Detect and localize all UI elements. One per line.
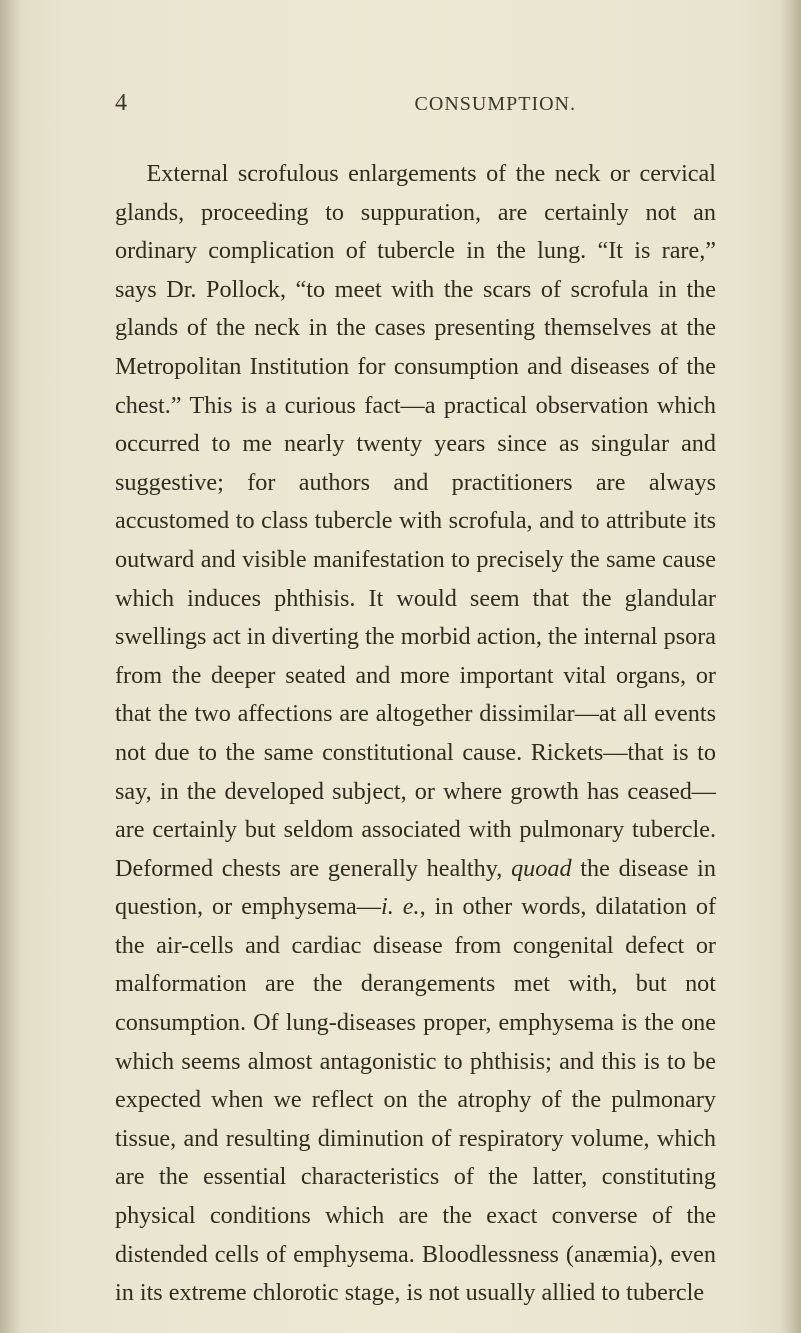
body-paragraph: External scrofulous enlargements of the … — [115, 155, 716, 1313]
book-page: 4 CONSUMPTION. External scrofulous enlar… — [0, 0, 801, 1333]
page-header: 4 CONSUMPTION. — [115, 90, 716, 117]
page-shadow-right — [779, 0, 801, 1333]
page-shadow-left — [0, 0, 22, 1333]
page-number: 4 — [115, 90, 127, 117]
running-head: CONSUMPTION. — [415, 93, 576, 116]
